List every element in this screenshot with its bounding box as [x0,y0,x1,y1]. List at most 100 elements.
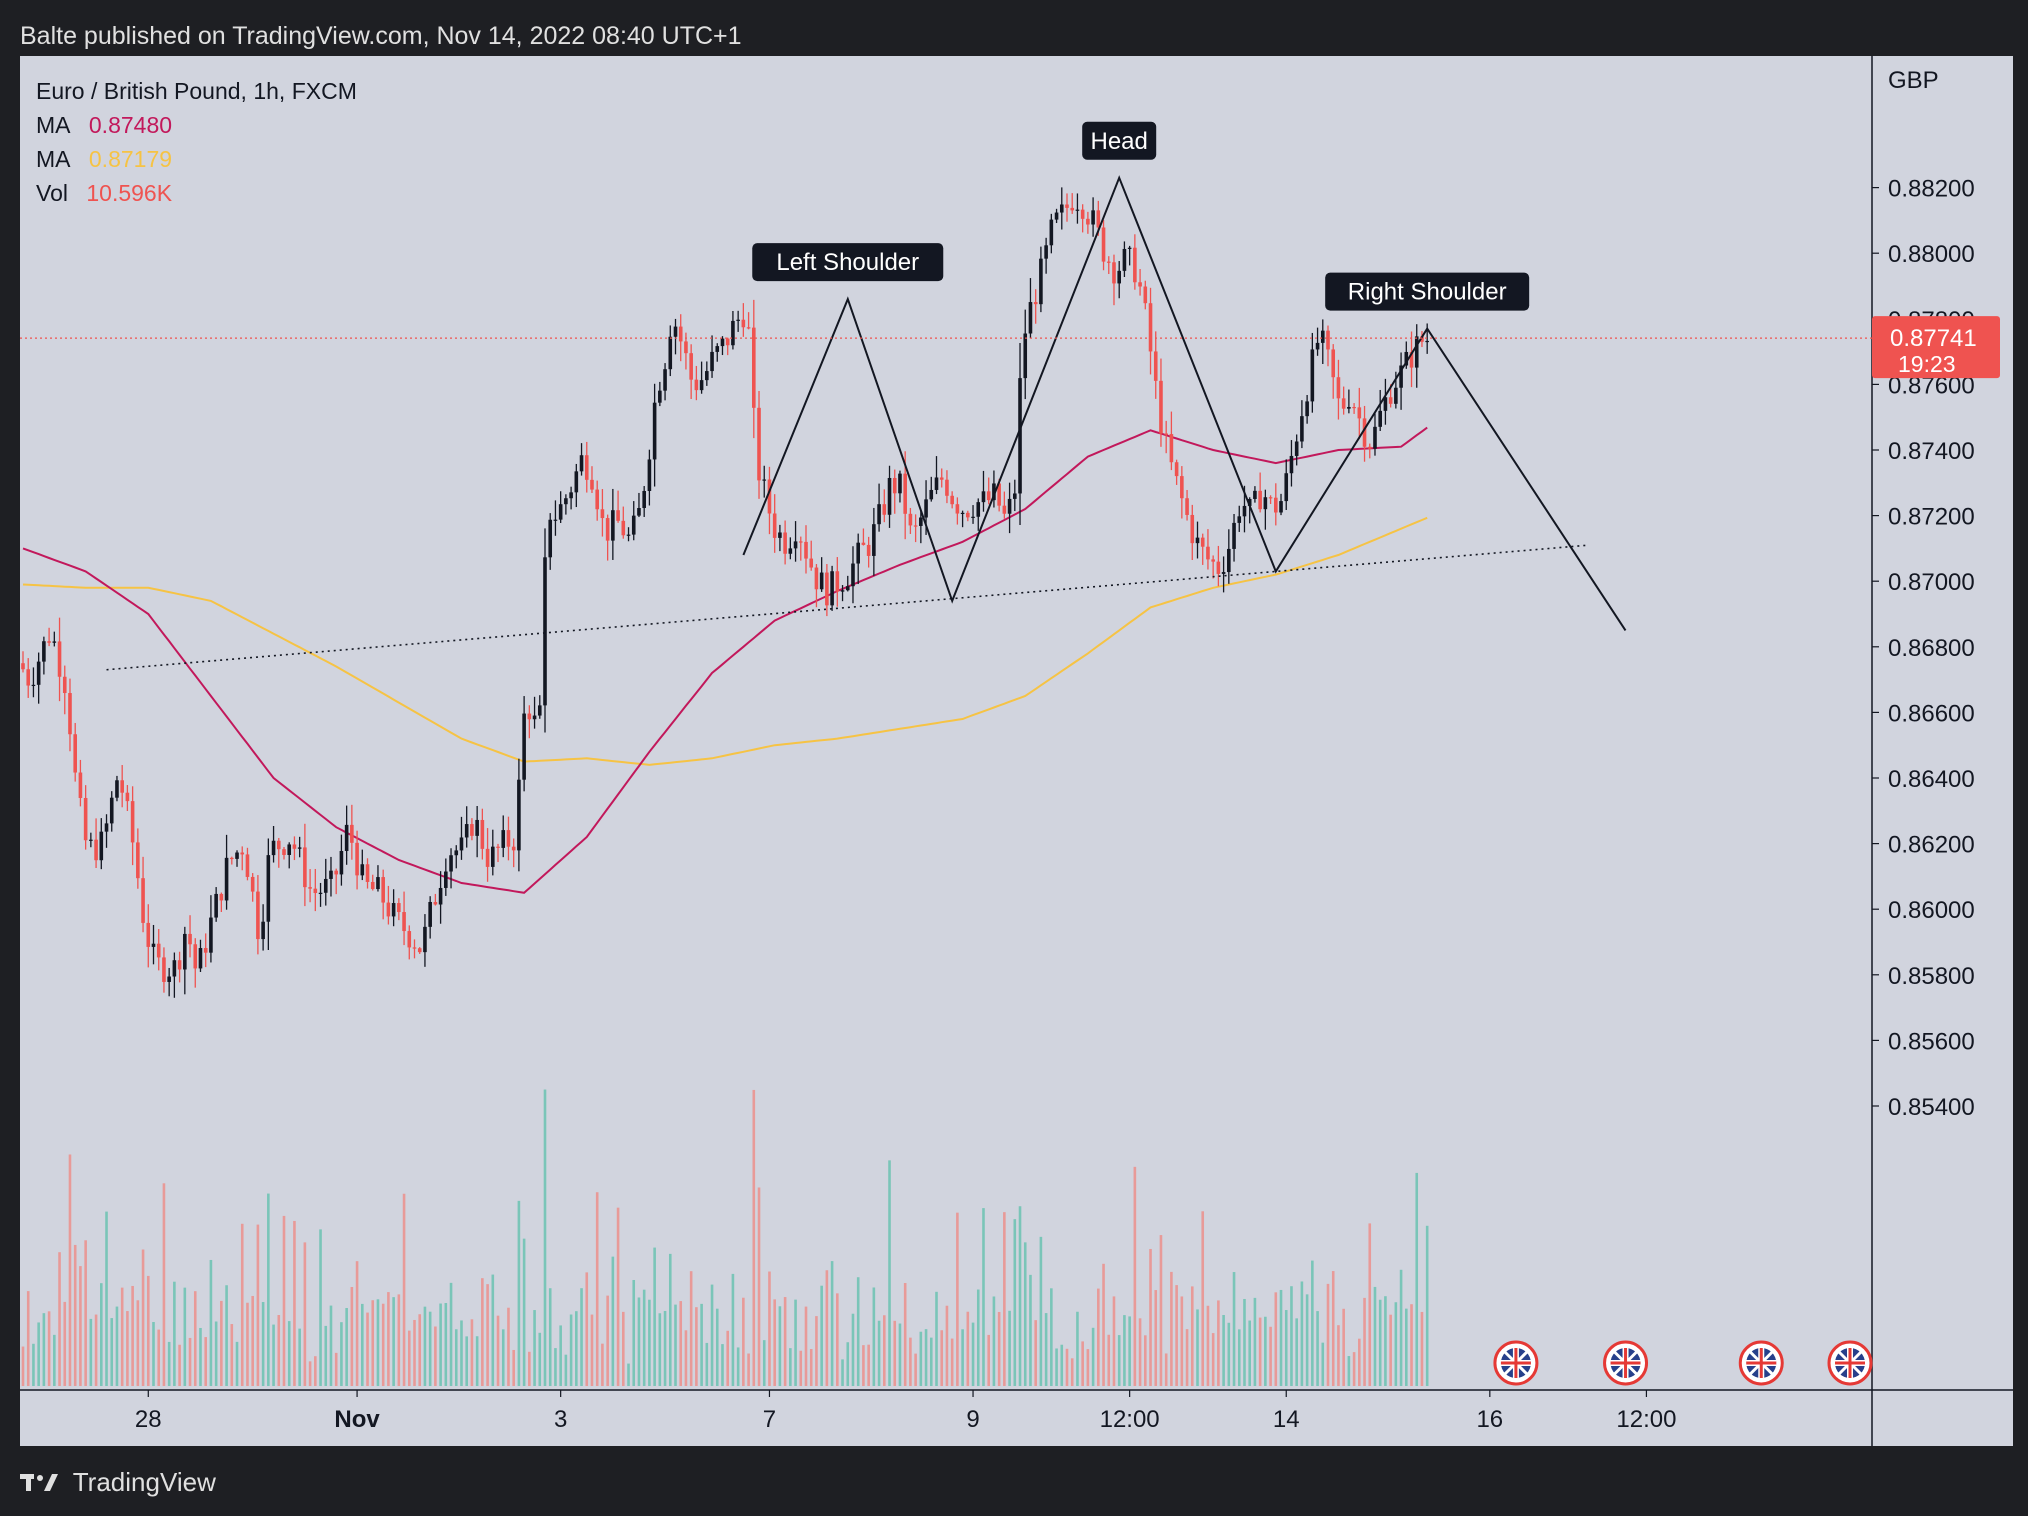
candle [1310,332,1315,413]
candle-body [1258,490,1262,510]
candle-body [370,881,375,890]
candle-body [1242,505,1247,517]
candle-body [569,492,573,499]
candle [99,818,104,870]
candle [423,914,427,967]
volume-bar [1358,1338,1361,1386]
volume-bar [1018,1206,1022,1386]
candle-body [250,876,255,892]
candle-body [694,379,699,391]
price-badge [1872,316,2000,379]
candle [496,843,500,863]
candle [981,470,986,512]
volume-bar [773,1299,776,1386]
volume-bar [945,1305,949,1386]
candle [1289,440,1294,487]
volume-bar [1389,1314,1392,1386]
candle [1054,208,1059,224]
candle [26,658,31,698]
candle [449,848,453,889]
chart-frame[interactable]: 0.882000.880000.878000.876000.874000.872… [20,56,2013,1446]
candle [584,441,589,493]
candle [741,303,746,337]
volume-bar [548,1288,552,1386]
candle-body [731,320,735,346]
candle [292,836,297,861]
candle [381,869,385,920]
candle [1044,237,1048,274]
candle [1070,193,1075,214]
legend-ma-fast[interactable]: MA 0.87480 [36,108,357,142]
volume-bar [486,1284,489,1386]
volume-bar [1097,1288,1100,1386]
volume-bar [1384,1296,1387,1386]
candle [804,525,808,574]
volume-bar [454,1329,458,1386]
volume-bar [496,1315,500,1386]
candle-body [1357,407,1362,419]
candle [1211,555,1215,579]
candle [1086,211,1090,234]
volume-bar [940,1330,944,1386]
volume-bar [413,1319,416,1386]
price-chart[interactable]: 0.882000.880000.878000.876000.874000.872… [20,56,2013,1446]
candle [454,845,459,869]
volume-bar [277,1314,281,1386]
candle [960,510,965,528]
candle-body [21,663,25,670]
candle-body [668,336,673,370]
volume-bar [1410,1304,1413,1386]
candle [558,491,563,523]
volume-bar [512,1349,515,1386]
candle [438,871,443,924]
volume-bar [1044,1313,1048,1386]
candle-body [1169,434,1174,463]
candle-body [89,839,93,841]
candle [955,497,960,525]
candle-body [214,893,218,918]
candle-body [151,943,156,947]
volume-bar [58,1252,61,1386]
volume-bar [105,1211,108,1386]
candle-body [966,512,970,518]
candle-body [1383,397,1388,411]
candle-body [689,353,693,380]
candle [177,951,182,983]
legend-value: 10.596K [86,180,173,206]
candle [725,337,730,356]
candle-body [136,842,140,879]
volume-bar [1112,1296,1116,1386]
candle [652,383,657,487]
candle [376,865,380,892]
candle-body [595,489,599,510]
volume-bar [799,1350,803,1386]
volume-bar [1023,1242,1027,1386]
uk-flag-icon [1603,1340,1649,1386]
candle [402,891,406,946]
candle-body [725,338,730,346]
legend-ma-slow[interactable]: MA 0.87179 [36,142,357,176]
candle-body [835,571,840,592]
volume-bar [120,1287,124,1386]
y-tick-label: 0.88200 [1888,176,1975,203]
x-tick-label: 14 [1273,1406,1300,1433]
volume-bar [1154,1290,1158,1386]
candle [464,806,469,848]
volume-bar [298,1328,301,1386]
candle [1127,245,1132,266]
candle [1148,287,1153,375]
candle [1122,241,1127,278]
volume-bar [355,1261,359,1386]
y-tick-label: 0.86400 [1888,766,1975,793]
candle-body [652,402,657,460]
candle-body [590,479,594,490]
candle-body [1112,262,1116,284]
volume-bar [136,1300,140,1386]
volume-bar [872,1287,876,1386]
volume-bar [898,1323,902,1386]
y-tick-label: 0.86600 [1888,700,1975,727]
candle-body [491,846,495,867]
legend-volume[interactable]: Vol 10.596K [36,176,357,210]
candle [1216,545,1221,587]
candle-body [329,870,333,879]
